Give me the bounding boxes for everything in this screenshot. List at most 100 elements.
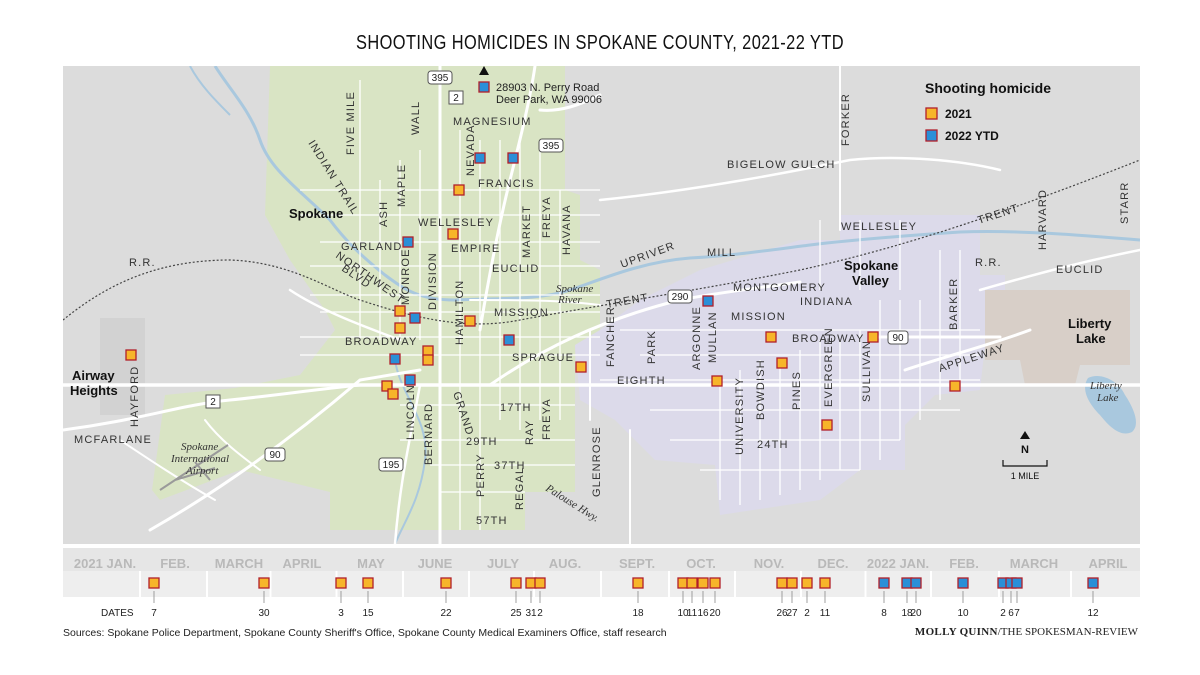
legend-title: Shooting homicide [925, 80, 1051, 96]
legend-swatch-2022 [925, 129, 938, 142]
incident-2022-marker [404, 374, 416, 386]
incident-2022-marker [478, 81, 490, 93]
incident-2022-marker [389, 353, 401, 365]
timeline-event-date: 27 [786, 608, 798, 619]
incident-2021-marker [381, 380, 393, 392]
timeline-event-date: 22 [440, 608, 452, 619]
lake-label-1: Liberty [1089, 380, 1122, 392]
latah-creek [394, 359, 427, 544]
svg-text:ASH: ASH [378, 201, 390, 227]
timeline-event-marker [148, 577, 160, 589]
timeline-event-marker [534, 577, 546, 589]
dates-label: DATES [101, 608, 134, 619]
timeline-event-date: 26 [776, 608, 788, 619]
deer-park-label-1: 28903 N. Perry Road [496, 82, 599, 94]
incident-2021-marker [447, 228, 459, 240]
incident-2021-marker [867, 331, 879, 343]
timeline-event-date: 10 [677, 608, 689, 619]
credit-name: MOLLY QUINN [914, 626, 998, 638]
svg-text:LINCOLN: LINCOLN [405, 384, 417, 440]
incident-2021-marker [422, 354, 434, 366]
timeline-month-label: OCT. [686, 556, 716, 571]
incident-2022-marker [474, 152, 486, 164]
i195-shield: 195 [378, 457, 404, 472]
timeline-month-label: SEPT. [619, 556, 655, 571]
svg-text:BROADWAY: BROADWAY [345, 336, 418, 348]
svg-text:29TH: 29TH [466, 436, 498, 448]
incident-2022-marker [507, 152, 519, 164]
svg-text:SULLIVAN: SULLIVAN [861, 340, 873, 402]
svg-text:EUCLID: EUCLID [492, 263, 540, 275]
svg-text:RAY: RAY [524, 420, 536, 445]
svg-text:GLENROSE: GLENROSE [591, 426, 603, 497]
svg-text:FANCHER: FANCHER [605, 306, 617, 367]
airport-label-1: Spokane [181, 441, 218, 453]
i290-shield: 290 [667, 289, 693, 304]
timeline-event-marker [335, 577, 347, 589]
svg-text:FREYA: FREYA [541, 398, 553, 440]
timeline-month-label: MARCH [1010, 556, 1058, 571]
timeline-event-marker [440, 577, 452, 589]
timeline-month-label: FEB. [949, 556, 979, 571]
credit-org: /THE SPOKESMAN-REVIEW [997, 626, 1138, 638]
north-arrow-icon [1020, 431, 1030, 439]
svg-text:37TH: 37TH [494, 460, 526, 472]
svg-text:MONROE: MONROE [400, 248, 412, 305]
incident-2021-marker [387, 388, 399, 400]
incident-2021-marker [776, 357, 788, 369]
airway-heights-label-1: Airway [72, 368, 115, 383]
map: Spokane Spokane Valley Liberty Lake Airw… [63, 66, 1140, 544]
svg-text:WELLESLEY: WELLESLEY [841, 221, 917, 233]
svg-text:90: 90 [892, 333, 904, 344]
deer-park-label-2: Deer Park, WA 99006 [496, 94, 602, 106]
timeline-month-label: DEC. [817, 556, 848, 571]
timeline-event-date: 15 [362, 608, 374, 619]
svg-text:DIVISION: DIVISION [427, 252, 439, 310]
timeline-event-date: 18 [901, 608, 913, 619]
svg-text:NEVADA: NEVADA [465, 124, 477, 176]
svg-text:FIVE MILE: FIVE MILE [345, 91, 357, 155]
svg-text:HAMILTON: HAMILTON [454, 280, 466, 345]
svg-text:FREYA: FREYA [541, 196, 553, 238]
timeline-event-date: 30 [258, 608, 270, 619]
svg-text:WELLESLEY: WELLESLEY [418, 217, 494, 229]
highway-shields: 395 2 395 290 90 90 [205, 70, 909, 472]
svg-text:195: 195 [383, 460, 400, 471]
spokane-label: Spokane [289, 206, 343, 221]
route2-shield: 2 [448, 90, 464, 105]
svg-text:HAYFORD: HAYFORD [129, 366, 141, 427]
timeline-month-label: 2022 JAN. [867, 556, 929, 571]
svg-text:PINES: PINES [791, 371, 803, 410]
svg-text:MCFARLANE: MCFARLANE [74, 434, 152, 446]
timeline-event-date: 3 [338, 608, 344, 619]
svg-text:REGAL: REGAL [514, 467, 526, 510]
svg-text:FRANCIS: FRANCIS [478, 178, 535, 190]
svg-text:PERRY: PERRY [475, 453, 487, 497]
svg-text:MONTGOMERY: MONTGOMERY [733, 282, 826, 294]
timeline-event-marker [786, 577, 798, 589]
svg-text:MAPLE: MAPLE [396, 164, 408, 207]
incident-2021-marker [575, 361, 587, 373]
svg-text:MAGNESIUM: MAGNESIUM [453, 116, 532, 128]
svg-text:57TH: 57TH [476, 515, 508, 527]
timeline-event-marker [686, 577, 698, 589]
svg-text:SPRAGUE: SPRAGUE [512, 352, 574, 364]
timeline-event-marker [1011, 577, 1023, 589]
svg-text:395: 395 [543, 141, 560, 152]
svg-text:EVERGREEN: EVERGREEN [823, 327, 835, 407]
timeline-event-marker [878, 577, 890, 589]
timeline-months: 2021 JAN. FEB. MARCH APRIL MAY JUNE JULY AUG. SE… [74, 556, 1128, 597]
airport [159, 444, 229, 491]
incident-2022-marker [402, 236, 414, 248]
timeline-month-label: MAY [357, 556, 385, 571]
airway-heights-area [100, 318, 145, 415]
svg-text:EIGHTH: EIGHTH [617, 375, 666, 387]
svg-text:2: 2 [453, 93, 459, 104]
svg-text:MILL: MILL [707, 247, 736, 259]
svg-text:WALL: WALL [410, 101, 422, 135]
timeline-event-date: 11 [820, 608, 831, 619]
timeline-event-marker [697, 577, 709, 589]
timeline: 2021 JAN. FEB. MARCH APRIL MAY JUNE JULY AUG. SE… [63, 548, 1140, 619]
timeline-month-label: JUNE [418, 556, 453, 571]
route2-west-shield: 2 [205, 394, 221, 409]
